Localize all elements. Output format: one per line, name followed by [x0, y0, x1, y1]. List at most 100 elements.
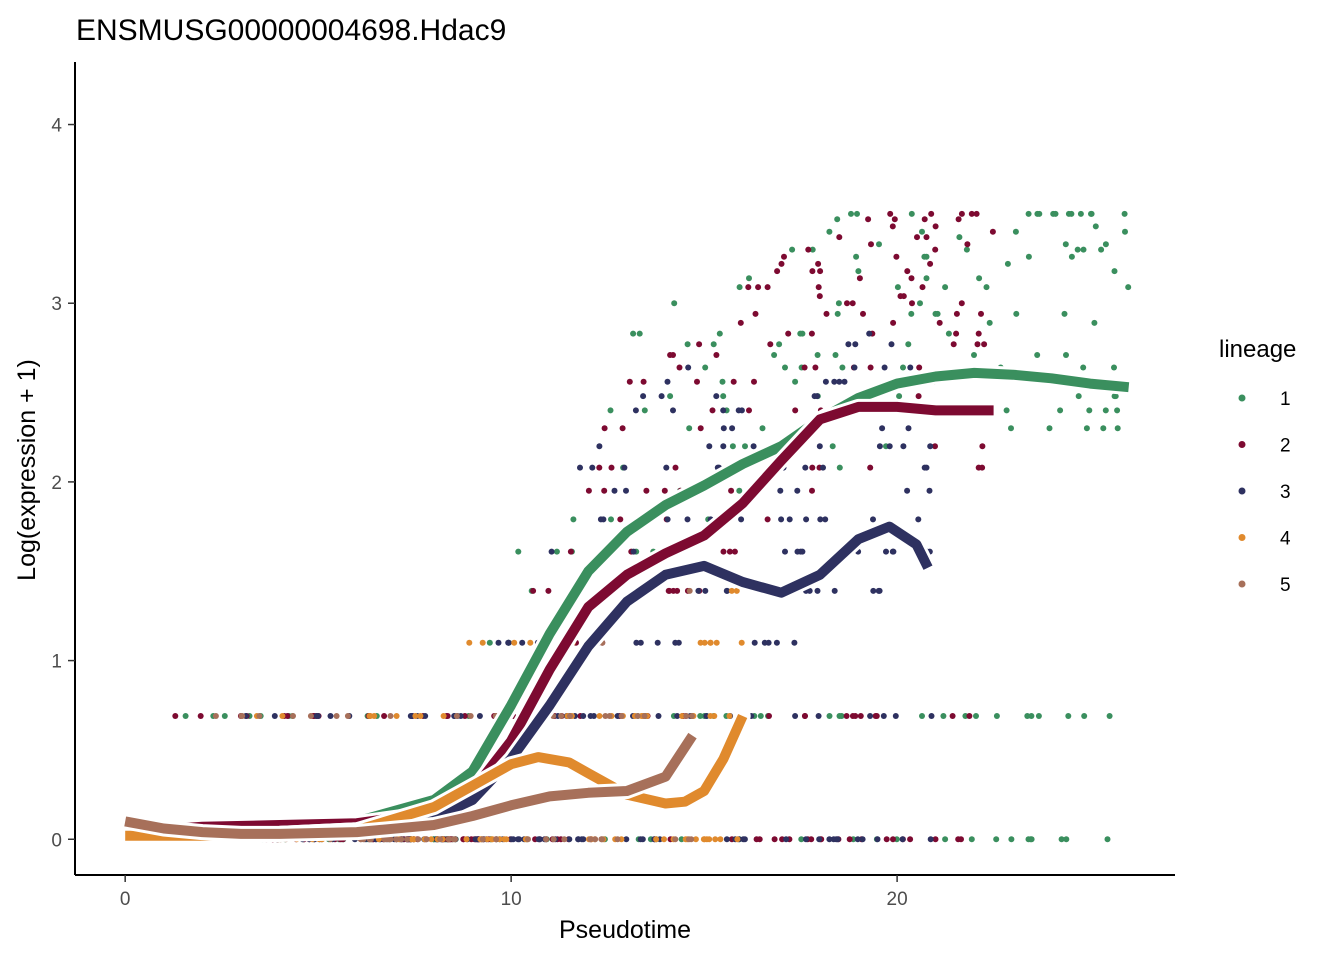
point-lineage-4: [692, 836, 699, 843]
point-lineage-2: [661, 487, 668, 494]
legend-swatch-4: [1238, 534, 1246, 541]
point-lineage-1: [1092, 223, 1099, 230]
point-lineage-1: [1063, 352, 1069, 358]
legend-label-4: 4: [1280, 529, 1291, 550]
point-lineage-2: [640, 378, 647, 385]
point-lineage-2: [865, 216, 872, 223]
point-lineage-3: [926, 487, 933, 494]
x-axis-title: Pseudotime: [559, 916, 691, 944]
point-lineage-3: [815, 713, 822, 719]
point-lineage-5: [567, 713, 573, 719]
point-lineage-4: [733, 587, 740, 594]
point-lineage-1: [1046, 425, 1053, 432]
point-lineage-1: [1062, 241, 1069, 248]
point-lineage-1: [905, 341, 912, 348]
point-lineage-2: [785, 330, 792, 337]
point-lineage-2: [975, 464, 982, 471]
point-lineage-1: [1068, 210, 1075, 217]
point-lineage-5: [525, 836, 531, 843]
point-lineage-3: [927, 836, 934, 843]
point-lineage-2: [958, 300, 965, 307]
y-tick-label: 4: [51, 116, 62, 137]
point-lineage-2: [978, 310, 984, 317]
point-lineage-2: [852, 713, 859, 719]
point-lineage-1: [686, 425, 693, 432]
point-lineage-2: [676, 364, 683, 371]
point-lineage-5: [344, 713, 351, 719]
point-lineage-2: [461, 713, 468, 719]
point-lineage-2: [755, 284, 762, 291]
point-lineage-3: [927, 443, 934, 450]
point-lineage-1: [826, 228, 833, 235]
x-tick-label: 10: [501, 889, 522, 910]
point-lineage-2: [766, 713, 772, 719]
point-lineage-1: [1034, 352, 1041, 358]
point-lineage-1: [1012, 228, 1019, 235]
point-lineage-2: [890, 836, 896, 843]
point-lineage-2: [674, 587, 681, 594]
point-lineage-3: [577, 464, 583, 471]
point-lineage-2: [889, 223, 896, 230]
point-lineage-3: [596, 443, 603, 450]
point-lineage-5: [387, 713, 394, 719]
point-lineage-1: [1080, 364, 1087, 371]
point-lineage-3: [271, 713, 278, 719]
point-lineage-1: [799, 330, 806, 337]
point-lineage-1: [963, 246, 970, 253]
legend-swatch-2: [1238, 441, 1246, 448]
point-lineage-1: [973, 713, 979, 719]
point-lineage-2: [817, 268, 824, 275]
point-lineage-2: [771, 836, 778, 843]
point-lineage-5: [561, 836, 568, 843]
point-lineage-3: [580, 836, 587, 843]
point-lineage-2: [953, 330, 960, 337]
point-lineage-3: [548, 548, 555, 555]
point-lineage-3: [706, 443, 713, 450]
point-lineage-3: [814, 587, 821, 594]
point-lineage-2: [949, 713, 956, 719]
point-lineage-5: [614, 836, 621, 843]
point-lineage-3: [630, 548, 637, 555]
point-lineage-1: [835, 300, 842, 307]
point-lineage-2: [764, 284, 771, 291]
point-lineage-2: [955, 216, 962, 223]
point-lineage-3: [880, 713, 887, 719]
point-lineage-2: [932, 443, 938, 450]
point-lineage-2: [979, 443, 986, 450]
point-lineage-1: [607, 407, 614, 414]
point-lineage-1: [956, 234, 963, 241]
point-lineage-5: [333, 713, 340, 719]
point-lineage-1: [759, 425, 766, 432]
point-lineage-1: [1025, 836, 1032, 843]
point-lineage-1: [1114, 425, 1121, 432]
point-lineage-3: [674, 713, 681, 719]
point-lineage-1: [814, 352, 821, 358]
point-lineage-1: [782, 364, 788, 371]
point-lineage-1: [836, 464, 843, 471]
point-lineage-3: [915, 516, 922, 523]
point-lineage-2: [849, 300, 856, 307]
point-lineage-3: [874, 836, 881, 843]
point-lineage-3: [867, 713, 874, 719]
point-lineage-3: [472, 836, 479, 843]
point-lineage-2: [617, 516, 624, 523]
point-lineage-2: [989, 228, 996, 235]
point-lineage-2: [596, 464, 603, 471]
point-lineage-1: [719, 378, 726, 385]
point-lineage-3: [623, 836, 630, 843]
point-lineage-4: [707, 639, 714, 646]
y-tick-label: 2: [51, 473, 62, 494]
point-lineage-3: [841, 378, 848, 385]
point-lineage-3: [783, 836, 790, 843]
point-lineage-4: [738, 639, 745, 646]
point-lineage-3: [890, 548, 897, 555]
point-lineage-2: [619, 425, 626, 432]
point-lineage-4: [479, 639, 486, 646]
point-lineage-4: [726, 713, 733, 719]
point-lineage-5: [641, 713, 648, 719]
point-lineage-3: [580, 713, 587, 719]
point-lineage-3: [516, 836, 523, 843]
point-lineage-3: [495, 639, 502, 646]
point-lineage-4: [463, 836, 470, 843]
point-lineage-2: [172, 713, 179, 719]
